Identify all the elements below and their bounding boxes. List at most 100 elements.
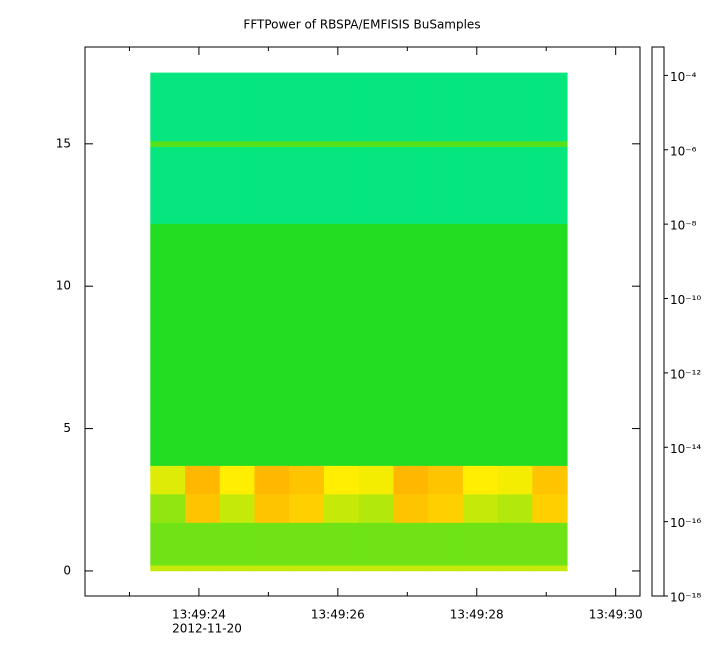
x-tick-label: 13:49:24 — [172, 608, 226, 622]
chart-title: FFTPower of RBSPA/EMFISIS BuSamples — [243, 18, 480, 32]
plot-frame — [84, 46, 641, 597]
cell — [532, 565, 568, 572]
x-tick-label: 13:49:30 — [589, 608, 643, 622]
cell — [497, 465, 533, 495]
y-tick-label: 0 — [63, 563, 71, 577]
cell — [185, 522, 221, 566]
cell — [150, 223, 186, 466]
cell — [358, 465, 394, 495]
cell — [323, 494, 360, 523]
y-tick-label: 5 — [63, 421, 71, 435]
cell — [185, 565, 221, 572]
cell — [393, 565, 429, 572]
cell — [428, 465, 464, 495]
cell — [532, 465, 568, 495]
cell — [185, 465, 221, 495]
cell — [219, 565, 255, 572]
cell — [358, 223, 394, 466]
x-tick-label: 13:49:26 — [311, 608, 365, 622]
cell — [462, 565, 499, 572]
cell — [323, 72, 360, 142]
cell — [358, 72, 394, 142]
cell — [219, 522, 255, 566]
cell — [428, 565, 464, 572]
cell — [150, 140, 186, 147]
cell — [254, 465, 290, 495]
cell — [393, 494, 429, 523]
cell — [219, 146, 255, 224]
cell — [289, 465, 325, 495]
cell — [289, 140, 325, 147]
cell — [254, 565, 290, 572]
cell — [428, 140, 464, 147]
cell — [393, 72, 429, 142]
cell — [150, 522, 186, 566]
cell — [323, 522, 360, 566]
cell — [150, 465, 186, 495]
cell — [358, 522, 394, 566]
cell — [150, 565, 186, 572]
cell — [462, 522, 499, 566]
cell — [462, 223, 499, 466]
cell — [462, 140, 499, 147]
y-tick-label: 10 — [56, 279, 71, 293]
cell — [185, 223, 221, 466]
cell — [219, 465, 255, 495]
cell — [150, 494, 186, 523]
cell — [150, 72, 186, 142]
cell — [323, 465, 360, 495]
y-tick-label: 15 — [56, 136, 71, 150]
cell — [254, 72, 290, 142]
cell — [428, 522, 464, 566]
cell — [393, 522, 429, 566]
cell — [254, 223, 290, 466]
colorbar-tick-label: 10⁻¹⁰ — [670, 293, 701, 307]
cell — [323, 223, 360, 466]
cell — [393, 140, 429, 147]
cell — [219, 72, 255, 142]
cell — [532, 146, 568, 224]
cell — [497, 494, 533, 523]
cell — [289, 565, 325, 572]
cell — [219, 494, 255, 523]
cell — [185, 72, 221, 142]
cell — [358, 140, 394, 147]
cell — [289, 494, 325, 523]
cell — [289, 223, 325, 466]
colorbar-tick-label: 10⁻¹⁶ — [670, 516, 701, 530]
cell — [497, 223, 533, 466]
cell — [289, 146, 325, 224]
cell — [358, 146, 394, 224]
colorbar — [651, 46, 665, 597]
colorbar-tick-label: 10⁻¹² — [670, 367, 701, 381]
cell — [219, 223, 255, 466]
cell — [358, 494, 394, 523]
cell — [358, 565, 394, 572]
cell — [254, 494, 290, 523]
cell — [393, 465, 429, 495]
cell — [497, 140, 533, 147]
x-tick-label: 13:49:28 — [450, 608, 504, 622]
cell — [428, 494, 464, 523]
cell — [323, 146, 360, 224]
cell — [254, 140, 290, 147]
cell — [532, 223, 568, 466]
cell — [254, 522, 290, 566]
cell — [185, 140, 221, 147]
cell — [532, 522, 568, 566]
cell — [185, 494, 221, 523]
cell — [497, 72, 533, 142]
colorbar-tick-label: 10⁻¹⁴ — [670, 442, 701, 456]
cell — [428, 146, 464, 224]
cell — [532, 72, 568, 142]
cell — [532, 494, 568, 523]
cell — [323, 140, 360, 147]
cell — [462, 72, 499, 142]
x-date-label: 2012-11-20 — [172, 622, 242, 636]
cell — [497, 146, 533, 224]
colorbar-tick-label: 10⁻¹⁸ — [670, 591, 701, 605]
cell — [497, 565, 533, 572]
cell — [497, 522, 533, 566]
cell — [462, 465, 499, 495]
